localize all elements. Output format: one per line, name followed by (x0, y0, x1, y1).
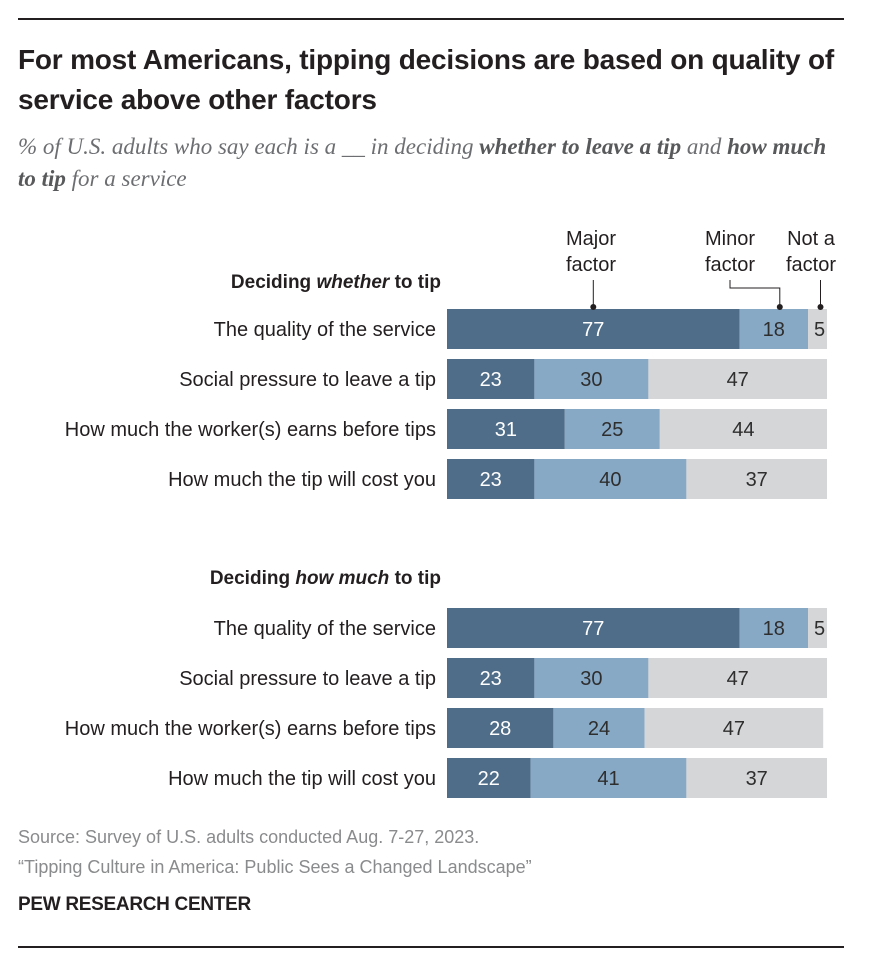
brand-logo-text: PEW RESEARCH CENTER (18, 894, 251, 915)
group-title-part: how much (295, 568, 389, 589)
legend-label-not: Not a (787, 228, 836, 250)
bar-segment-minor (739, 309, 808, 349)
bar-segment-major (447, 608, 740, 648)
bar-segment-not (659, 409, 827, 449)
group-title-part: whether (316, 272, 390, 293)
chart-subtitle: % of U.S. adults who say each is a __ in… (18, 131, 848, 195)
data-label-major: 22 (478, 768, 500, 790)
data-label-minor: 30 (580, 668, 602, 690)
source-note: Source: Survey of U.S. adults conducted … (18, 822, 532, 882)
data-label-minor: 30 (580, 369, 602, 391)
legend-leader-minor (729, 280, 781, 307)
group-title: Deciding how much to tip (210, 568, 441, 589)
subtitle-text-1: % of U.S. adults who say each is a __ in… (18, 134, 480, 159)
data-label-not: 47 (727, 668, 749, 690)
data-label-major: 28 (489, 718, 511, 740)
bar-segment-minor (530, 758, 687, 798)
legend-leader-dot-major (590, 304, 597, 310)
bar-segment-major (447, 309, 740, 349)
report-title-line: “Tipping Culture in America: Public Sees… (18, 857, 532, 877)
data-label-not: 37 (746, 768, 768, 790)
bar-segment-minor (534, 658, 649, 698)
bar-segment-major (447, 409, 565, 449)
chart-title: For most Americans, tipping decisions ar… (18, 44, 835, 115)
legend-leader-dot-minor (776, 304, 783, 310)
bar-segment-minor (739, 608, 808, 648)
bar-segment-major (447, 359, 535, 399)
source-line: Source: Survey of U.S. adults conducted … (18, 827, 480, 847)
bar-segment-not (648, 359, 827, 399)
subtitle-emphasis-2: how much to tip (18, 134, 827, 191)
group-title: Deciding whether to tip (231, 272, 441, 293)
bar-segment-minor (534, 359, 649, 399)
category-label: How much the worker(s) earns before tips (65, 718, 436, 740)
data-label-minor: 40 (599, 469, 621, 491)
bar-segment-not (686, 758, 827, 798)
group-title-part: Deciding (210, 568, 296, 589)
group-title-part: to tip (389, 568, 441, 589)
data-label-minor: 18 (763, 319, 785, 341)
legend-label-major: factor (566, 254, 616, 276)
subtitle-emphasis-1: whether to leave a tip (479, 134, 682, 159)
data-label-not: 44 (732, 419, 754, 441)
legend-label-minor: Minor (705, 228, 755, 250)
bar-segment-major (447, 459, 535, 499)
data-label-not: 37 (746, 469, 768, 491)
data-label-major: 23 (480, 369, 502, 391)
subtitle-text-3: for a service (65, 166, 187, 191)
legend-label-major: Major (566, 228, 616, 250)
data-label-minor: 24 (588, 718, 610, 740)
bar-segment-not (808, 309, 827, 349)
category-label: How much the worker(s) earns before tips (65, 419, 436, 441)
data-label-major: 77 (582, 618, 604, 640)
bar-segment-major (447, 758, 531, 798)
data-label-minor: 25 (601, 419, 623, 441)
bar-segment-not (686, 459, 827, 499)
legend-label-not: factor (786, 254, 836, 276)
bar-segment-major (447, 658, 535, 698)
data-label-not: 5 (814, 618, 825, 640)
bar-segment-major (447, 708, 554, 748)
data-label-major: 23 (480, 668, 502, 690)
legend-leader-dot-not (817, 304, 824, 310)
bar-segment-not (808, 608, 827, 648)
subtitle-text-2: and (681, 134, 728, 159)
data-label-major: 31 (495, 419, 517, 441)
group-title-part: Deciding (231, 272, 317, 293)
data-label-major: 77 (582, 319, 604, 341)
data-label-not: 47 (727, 369, 749, 391)
category-label: How much the tip will cost you (168, 469, 436, 491)
bar-segment-minor (553, 708, 645, 748)
data-label-minor: 41 (597, 768, 619, 790)
bottom-rule (18, 946, 844, 948)
category-label: The quality of the service (214, 319, 436, 341)
category-label: Social pressure to leave a tip (179, 369, 436, 391)
data-label-not: 47 (723, 718, 745, 740)
bar-segment-not (644, 708, 824, 748)
bar-segment-not (648, 658, 827, 698)
category-label: Social pressure to leave a tip (179, 668, 436, 690)
data-label-minor: 18 (763, 618, 785, 640)
data-label-major: 23 (480, 469, 502, 491)
top-rule (18, 18, 844, 20)
bar-segment-minor (534, 459, 687, 499)
category-label: The quality of the service (214, 618, 436, 640)
category-label: How much the tip will cost you (168, 768, 436, 790)
legend-label-minor: factor (705, 254, 755, 276)
data-label-not: 5 (814, 319, 825, 341)
group-title-part: to tip (389, 272, 441, 293)
bar-segment-minor (564, 409, 660, 449)
